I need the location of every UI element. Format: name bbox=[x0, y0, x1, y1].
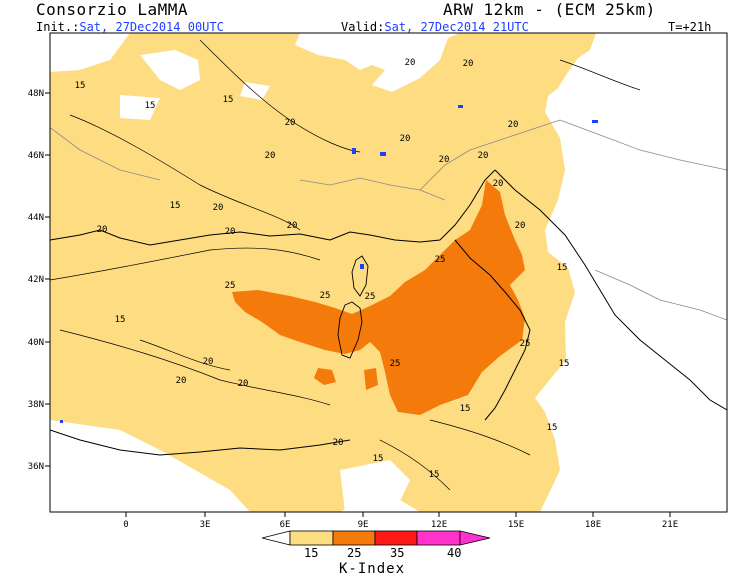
isolines bbox=[50, 39, 641, 491]
contour-label: 25 bbox=[390, 359, 401, 369]
contour-label: 20 bbox=[515, 221, 526, 231]
contour-label: 20 bbox=[508, 120, 519, 130]
lon-label: 3E bbox=[200, 520, 211, 530]
colorbar-tick: 40 bbox=[447, 546, 462, 560]
contour-label: 20 bbox=[97, 225, 108, 235]
contour-label: 15 bbox=[75, 81, 86, 91]
contour-label: 15 bbox=[559, 359, 570, 369]
init-value: Sat, 27Dec2014 00UTC bbox=[79, 20, 224, 34]
valid-value: Sat, 27Dec2014 21UTC bbox=[384, 20, 529, 34]
contour-label: 25 bbox=[365, 292, 376, 302]
contour-label: 20 bbox=[287, 221, 298, 231]
contour-label: 25 bbox=[435, 255, 446, 265]
lat-label: 36N bbox=[28, 462, 44, 472]
contour-label: 15 bbox=[557, 263, 568, 273]
lon-label: 21E bbox=[662, 520, 678, 530]
contour-label: 20 bbox=[478, 151, 489, 161]
org-title: Consorzio LaMMA bbox=[36, 0, 188, 19]
lon-label: 6E bbox=[280, 520, 291, 530]
contour-label: 20 bbox=[400, 134, 411, 144]
lat-label: 38N bbox=[28, 400, 44, 410]
contour-label: 15 bbox=[115, 315, 126, 325]
contour-label: 20 bbox=[493, 179, 504, 189]
contour-label: 20 bbox=[176, 376, 187, 386]
colorbar bbox=[261, 530, 491, 546]
contour-label: 20 bbox=[203, 357, 214, 367]
lat-labels: 48N 46N 44N 42N 40N 38N 36N bbox=[28, 89, 44, 472]
contour-label: 15 bbox=[145, 101, 156, 111]
contour-label: 15 bbox=[223, 95, 234, 105]
below-threshold-patches bbox=[50, 33, 410, 512]
corsica-outline bbox=[351, 255, 369, 297]
colorbar-swatch bbox=[416, 530, 461, 546]
colorbar-swatch bbox=[374, 530, 418, 546]
contour-label: 20 bbox=[463, 59, 474, 69]
colorbar-tick: 35 bbox=[390, 546, 405, 560]
contour-label: 20 bbox=[285, 118, 296, 128]
contour-label: 20 bbox=[333, 438, 344, 448]
lon-label: 18E bbox=[585, 520, 601, 530]
country-borders bbox=[50, 119, 727, 321]
colorbar-over-arrow bbox=[459, 530, 491, 546]
model-title: ARW 12km - (ECM 25km) bbox=[443, 0, 656, 19]
lakes bbox=[60, 105, 598, 423]
contour-label: 15 bbox=[373, 454, 384, 464]
contour-label: 20 bbox=[265, 151, 276, 161]
colorbar-title: K-Index bbox=[339, 561, 406, 577]
coastlines bbox=[50, 169, 727, 456]
contour-label: 15 bbox=[429, 470, 440, 480]
contour-label: 25 bbox=[225, 281, 236, 291]
map-border bbox=[49, 32, 728, 513]
lon-label: 0 bbox=[123, 520, 128, 530]
contour-label: 15 bbox=[547, 423, 558, 433]
lead-time: T=+21h bbox=[668, 20, 712, 34]
contour-label: 15 bbox=[170, 201, 181, 211]
lat-label: 42N bbox=[28, 275, 44, 285]
colorbar-tick: 25 bbox=[347, 546, 362, 560]
lon-label: 12E bbox=[431, 520, 447, 530]
lon-label: 15E bbox=[508, 520, 524, 530]
contour-label: 20 bbox=[405, 58, 416, 68]
lon-label: 9E bbox=[358, 520, 369, 530]
lat-label: 40N bbox=[28, 338, 44, 348]
colorbar-swatch bbox=[289, 530, 334, 546]
lat-label: 44N bbox=[28, 213, 44, 223]
contour-label: 25 bbox=[320, 291, 331, 301]
colorbar-swatch bbox=[332, 530, 376, 546]
lat-label: 46N bbox=[28, 151, 44, 161]
contour-label: 20 bbox=[225, 227, 236, 237]
lat-label: 48N bbox=[28, 89, 44, 99]
init-row: Init.:Sat, 27Dec2014 00UTC bbox=[36, 20, 224, 34]
contour-label: 25 bbox=[520, 339, 531, 349]
axis-ticks bbox=[45, 92, 671, 517]
init-label: Init.: bbox=[36, 20, 80, 34]
contour-label: 20 bbox=[439, 155, 450, 165]
contour-label: 20 bbox=[213, 203, 224, 213]
valid-row: Valid:Sat, 27Dec2014 21UTC bbox=[341, 20, 529, 34]
map-frame bbox=[50, 33, 727, 512]
colorbar-tick: 15 bbox=[304, 546, 319, 560]
sardinia-outline bbox=[337, 301, 363, 359]
contour-labels: 15 15 15 15 20 20 20 20 20 20 20 20 20 20 20 20 20 20 25 25… bbox=[75, 58, 570, 480]
valid-label: Valid: bbox=[341, 20, 385, 34]
contour-label: 15 bbox=[460, 404, 471, 414]
kindex-25-area bbox=[232, 180, 525, 415]
contour-label: 20 bbox=[238, 379, 249, 389]
lon-labels: 0 3E 6E 9E 12E 15E 18E 21E bbox=[123, 520, 678, 530]
colorbar-under-arrow bbox=[261, 530, 291, 546]
